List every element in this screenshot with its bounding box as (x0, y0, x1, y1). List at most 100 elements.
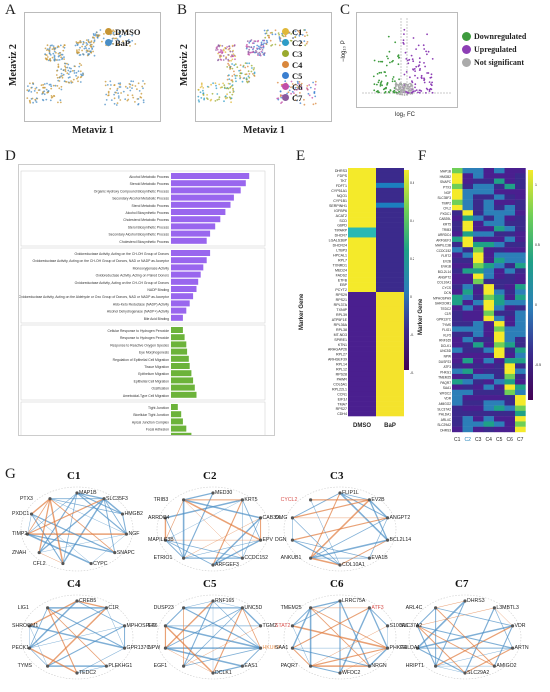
gene-label: COL10A1 (437, 281, 451, 285)
heat-cell (473, 368, 484, 375)
network-edge (29, 607, 48, 649)
network-node (120, 512, 125, 516)
network-edge (292, 607, 311, 627)
umap-point (229, 50, 232, 53)
bar (171, 223, 216, 230)
bar-label: Cholesterol Metabolic Process (123, 218, 169, 222)
heat-cell (494, 199, 505, 206)
umap-point (294, 36, 297, 38)
umap-point (228, 48, 231, 50)
heat-cell (348, 366, 376, 372)
heat-cell (348, 386, 376, 392)
bar (171, 418, 183, 425)
legend-label: C3 (292, 48, 303, 59)
volcano-point (414, 86, 416, 89)
network-edge (339, 492, 370, 501)
umap-point (26, 97, 29, 99)
umap-point (56, 76, 59, 79)
network-edge (310, 492, 341, 559)
umap-point (198, 100, 200, 103)
heat-cell (494, 305, 505, 311)
network-edge (310, 607, 388, 649)
heat-cell (348, 346, 376, 352)
umap-point (262, 43, 264, 46)
network-node (27, 646, 32, 650)
colorbar (528, 170, 533, 400)
heat-cell (504, 257, 516, 264)
umap-point (89, 50, 92, 53)
umap-point (314, 102, 317, 105)
heat-cell (348, 301, 376, 308)
umap-point (221, 45, 224, 47)
volcano-point (399, 87, 401, 90)
umap-point (260, 43, 263, 46)
bar (171, 187, 241, 194)
legend-b-item: C4 (282, 59, 302, 70)
volcano-point (399, 93, 401, 96)
network-edge (212, 665, 243, 674)
legend-b-item: C1 (282, 26, 302, 37)
heat-cell (452, 342, 463, 348)
umap-point (61, 76, 64, 79)
volcano-point (394, 80, 396, 83)
heat-cell (376, 321, 404, 328)
network-node (463, 599, 467, 603)
volcano-point (383, 71, 386, 73)
heat-cell (504, 226, 516, 232)
heat-cell (348, 242, 376, 248)
umap-point (131, 39, 134, 42)
umap-point (62, 46, 65, 48)
umap-point (246, 65, 249, 68)
network-node (309, 606, 313, 610)
heat-cell (515, 373, 526, 380)
heat-cell (462, 294, 474, 301)
volcano-point (414, 83, 417, 86)
heat-cell (348, 341, 376, 347)
umap-point (34, 98, 37, 101)
umap-point (76, 49, 78, 52)
umap-point (63, 58, 65, 60)
umap-point (79, 41, 82, 44)
network-edge (49, 498, 123, 515)
network-gene-label: TGM2 (262, 622, 277, 629)
gene-label: ATF3 (443, 365, 451, 369)
column-label: C2 (465, 437, 472, 443)
heat-cell (483, 305, 495, 311)
heat-cell (462, 384, 474, 390)
heat-cell (494, 226, 505, 232)
umap-point (129, 83, 132, 86)
heat-cell (462, 426, 474, 433)
gene-label: VDR (444, 397, 451, 401)
heat-cell (376, 326, 404, 332)
umap-point (76, 51, 78, 54)
network-gene-label: DGN (275, 537, 287, 544)
volcano-point (422, 44, 425, 47)
gene-label: NQO1 (337, 194, 347, 198)
umap-point (219, 51, 221, 54)
heat-cell (473, 241, 484, 248)
heat-cell (494, 247, 505, 253)
gene-label: CAB39L (439, 217, 451, 221)
umap-point (294, 30, 297, 33)
legend-dot (282, 39, 289, 46)
umap-point (227, 87, 230, 90)
umap-point (261, 51, 264, 54)
network-gene-label: EPV (262, 537, 273, 544)
umap-point (238, 74, 241, 77)
network-gene-label: SNAPC (116, 549, 135, 556)
heat-cell (494, 189, 505, 195)
heat-cell (452, 284, 463, 290)
umap-point (210, 83, 212, 86)
enrichment-barplot: Alcohol Metabolic Process Steroid Metabol… (18, 164, 275, 449)
heat-cell (494, 389, 505, 396)
umap-point (199, 91, 202, 94)
network-gene-label: AMIGO2 (496, 663, 517, 670)
heat-cell (376, 252, 404, 258)
network-gene-label: PTX3 (19, 495, 33, 502)
legend-b-item: C5 (282, 70, 302, 81)
gene-label: NPW (444, 354, 451, 358)
heat-cell (494, 315, 505, 322)
heat-cell (483, 352, 495, 359)
umap-point (33, 90, 36, 92)
umap-point (131, 87, 133, 89)
